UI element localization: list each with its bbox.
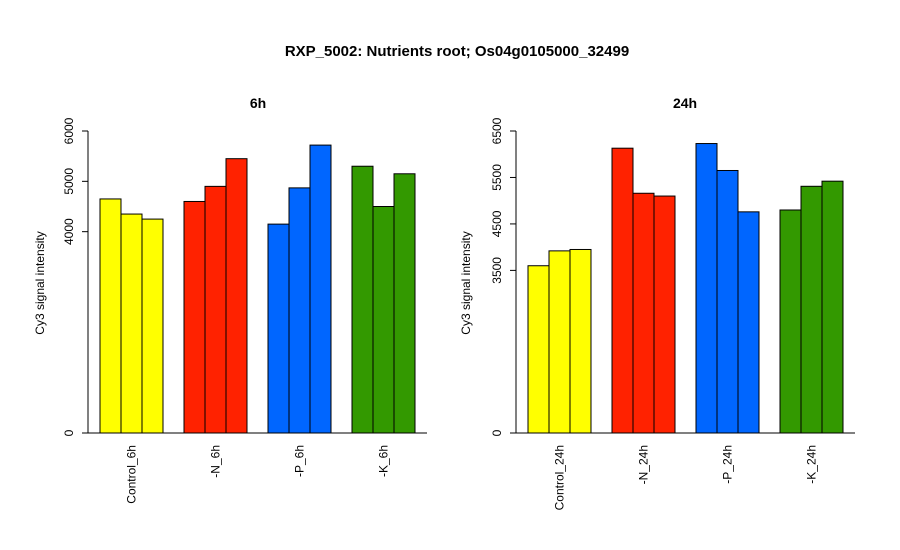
bar--K_24h-rep1 [779,209,802,434]
bar--N_6h-rep1 [183,200,206,434]
y-tick-label-24h-4500: 4500 [490,210,504,237]
x-tick-label--N_24h: -N_24h [637,445,651,484]
bar--N_24h-rep2 [632,192,655,434]
bar--K_24h-rep3 [821,180,844,434]
bar--P_24h-rep1 [695,143,718,434]
bar--P_24h-rep2 [716,169,739,434]
bar--K_6h-rep2 [372,206,395,434]
x-tick-label--K_6h: -K_6h [377,445,391,477]
y-tick-label-6h-6000: 6000 [62,117,76,144]
y-tick-label-6h-0: 0 [62,429,76,436]
x-tick-label--P_6h: -P_6h [293,445,307,477]
x-tick-label-Control_24h: Control_24h [553,445,567,510]
panel-title-6h: 6h [250,95,266,111]
bar--N_6h-rep3 [225,158,248,434]
x-tick-label-Control_6h: Control_6h [125,445,139,504]
panel-24h: 24h Cy3 signal intensity 0 3500 4500 5500 65… [459,95,855,510]
x-tick-label--P_24h: -P_24h [721,445,735,484]
bar-Control_6h-rep2 [120,213,143,434]
bar-Control_24h-rep2 [548,250,571,434]
bar--P_6h-rep3 [309,144,332,434]
bar-Control_24h-rep3 [569,248,592,434]
y-tick-label-24h-6500: 6500 [490,117,504,144]
bar-Control_6h-rep1 [99,198,122,434]
bar--P_6h-rep2 [288,187,311,434]
bar--P_6h-rep1 [267,223,290,434]
x-tick-label--K_24h: -K_24h [805,445,819,484]
bar--P_24h-rep3 [737,211,760,434]
y-axis-label-24h: Cy3 signal intensity [459,231,473,334]
y-tick-label-24h-5500: 5500 [490,164,504,191]
panel-6h: 6h Cy3 signal intensity 0 4000 5000 6000 Con… [33,95,427,504]
x-tick-label--N_6h: -N_6h [209,445,223,478]
bar--K_24h-rep2 [800,185,823,434]
y-tick-label-24h-0: 0 [490,429,504,436]
bar--K_6h-rep1 [351,165,374,434]
y-tick-label-6h-4000: 4000 [62,218,76,245]
bar--N_24h-rep3 [653,195,676,434]
panel-title-24h: 24h [673,95,697,111]
bar--N_6h-rep2 [204,185,227,434]
y-axis-label-6h: Cy3 signal intensity [33,231,47,334]
bar--N_24h-rep1 [611,147,634,434]
bar--K_6h-rep3 [393,173,416,434]
bar-Control_24h-rep1 [527,265,550,434]
y-tick-label-24h-3500: 3500 [490,257,504,284]
bar-Control_6h-rep3 [141,218,164,434]
figure-title: RXP_5002: Nutrients root; Os04g0105000_3… [285,43,629,60]
y-tick-label-6h-5000: 5000 [62,168,76,195]
